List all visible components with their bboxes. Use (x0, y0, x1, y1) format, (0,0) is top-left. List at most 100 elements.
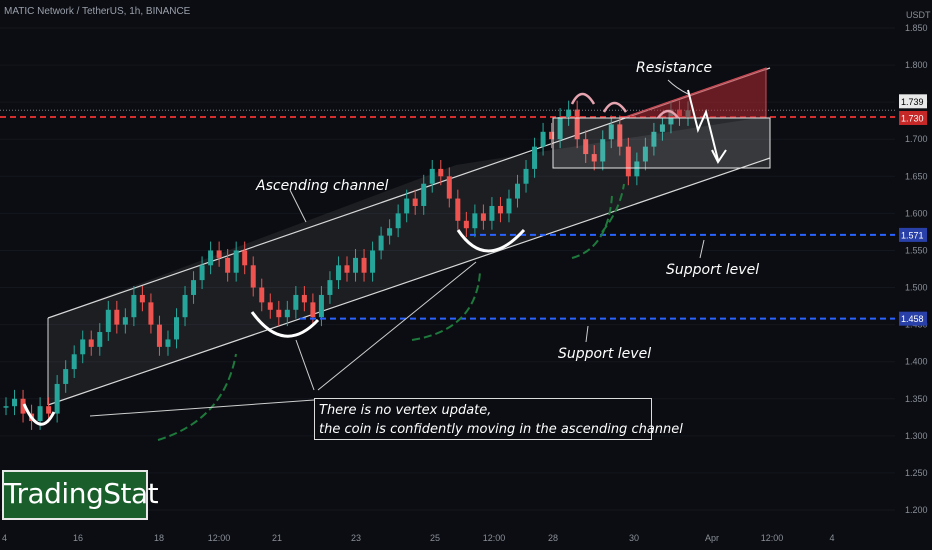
price-tick-label: 1.200 (905, 505, 928, 515)
resistance-touch-mark (570, 92, 596, 105)
candle-body (463, 220, 469, 229)
note-pointer (89, 399, 315, 417)
candle-body (267, 302, 273, 310)
candle-body (148, 302, 154, 325)
price-tick-label: 1.800 (905, 60, 928, 70)
drawing-annotations (22, 67, 771, 441)
price-tick-label: 1.850 (905, 23, 928, 33)
candle-body (63, 369, 69, 384)
candle-body (429, 168, 435, 184)
candle-body (370, 250, 376, 273)
candle-body (412, 198, 418, 206)
bottom-mark (456, 228, 526, 253)
candle-body (378, 235, 384, 251)
support-level-label-lower: Support level (558, 346, 652, 362)
price-tick-label: 1.700 (905, 134, 928, 144)
price-axis-unit: USDT (906, 10, 931, 20)
candle-body (395, 213, 401, 229)
candle-body (233, 250, 239, 273)
candle-body (438, 168, 444, 177)
candle-body (455, 198, 461, 221)
candle-body (208, 250, 214, 266)
price-tick-label: 1.350 (905, 394, 928, 404)
candle-body (523, 168, 529, 184)
candle-body (156, 324, 162, 347)
candle-body (139, 294, 145, 303)
price-tag (899, 110, 927, 125)
time-axis: 4 16 18 12:00 21 23 25 12:00 28 30 Apr 12:00 4 (2, 533, 835, 543)
forecast-arrow (687, 89, 719, 161)
time-tick-label: 4 (829, 533, 834, 543)
consolidation-zone (552, 117, 771, 169)
price-tick-label: 1.250 (905, 468, 928, 478)
time-tick-label: 18 (154, 533, 164, 543)
candle-body (88, 339, 94, 347)
note-line-1: There is no vertex update, (319, 403, 492, 418)
price-tick-label: 1.550 (905, 245, 928, 255)
candle-body (659, 124, 665, 132)
time-tick-label: 23 (351, 533, 361, 543)
candle-body (131, 294, 137, 318)
price-tag (899, 227, 927, 242)
candle-body (259, 287, 265, 303)
bounce-arrow (571, 195, 613, 259)
candle-body (557, 116, 563, 140)
price-axis: USDT1.8501.8001.7501.7001.6501.6001.5501… (895, 0, 932, 550)
bottom-mark (250, 311, 320, 338)
candle-body (625, 146, 631, 177)
candle-body (353, 257, 359, 273)
price-tag-label: 1.739 (901, 97, 924, 107)
time-tick-label: 4 (2, 533, 7, 543)
bounce-arrow (411, 271, 481, 341)
candle-body (532, 146, 538, 169)
candle-body (421, 183, 427, 206)
bounce-arrow (601, 183, 625, 233)
time-tick-label: 25 (430, 533, 440, 543)
support-pointer (585, 325, 589, 343)
candle-body (549, 131, 555, 140)
candle-body (250, 265, 256, 288)
ascending-channel-label: Ascending channel (256, 178, 389, 194)
candle-body (446, 176, 452, 199)
candle-body (97, 332, 103, 347)
time-tick-label: 21 (272, 533, 282, 543)
resistance-pointer (667, 79, 689, 95)
price-tag-label: 1.730 (901, 113, 924, 123)
price-tick-label: 1.400 (905, 357, 928, 367)
candle-body (361, 257, 367, 273)
candle-body (344, 265, 350, 273)
candle-body (617, 124, 623, 147)
candle-body (225, 257, 231, 273)
price-tag-label: 1.458 (901, 314, 924, 324)
candle-body (506, 198, 512, 214)
note-box: There is no vertex update, the coin is c… (314, 398, 683, 440)
candle-body (540, 131, 546, 147)
candle-body (174, 317, 179, 340)
candle-body (46, 406, 52, 414)
time-tick-label: 28 (548, 533, 558, 543)
candle-body (284, 309, 290, 318)
note-pointer (317, 261, 477, 391)
candle-body (583, 139, 589, 155)
channel-fill (48, 116, 770, 405)
candle-body (634, 161, 640, 177)
channel-lower-line (47, 157, 771, 406)
candle-body (3, 406, 9, 408)
candle-body (651, 131, 657, 147)
candle-body (114, 309, 120, 325)
candle-body (80, 339, 86, 355)
candle-body (191, 280, 197, 295)
candle-body (242, 250, 248, 266)
price-tag (899, 94, 927, 109)
candle-body (293, 294, 299, 310)
time-tick-label: Apr (705, 533, 719, 543)
candle-body (600, 139, 606, 162)
candle-body (642, 146, 648, 162)
price-tag (899, 311, 927, 326)
price-axis-bg (895, 0, 932, 550)
candle-body (71, 354, 77, 370)
candle-body (472, 213, 478, 229)
candle-body (566, 109, 572, 117)
candle-body (515, 183, 520, 199)
